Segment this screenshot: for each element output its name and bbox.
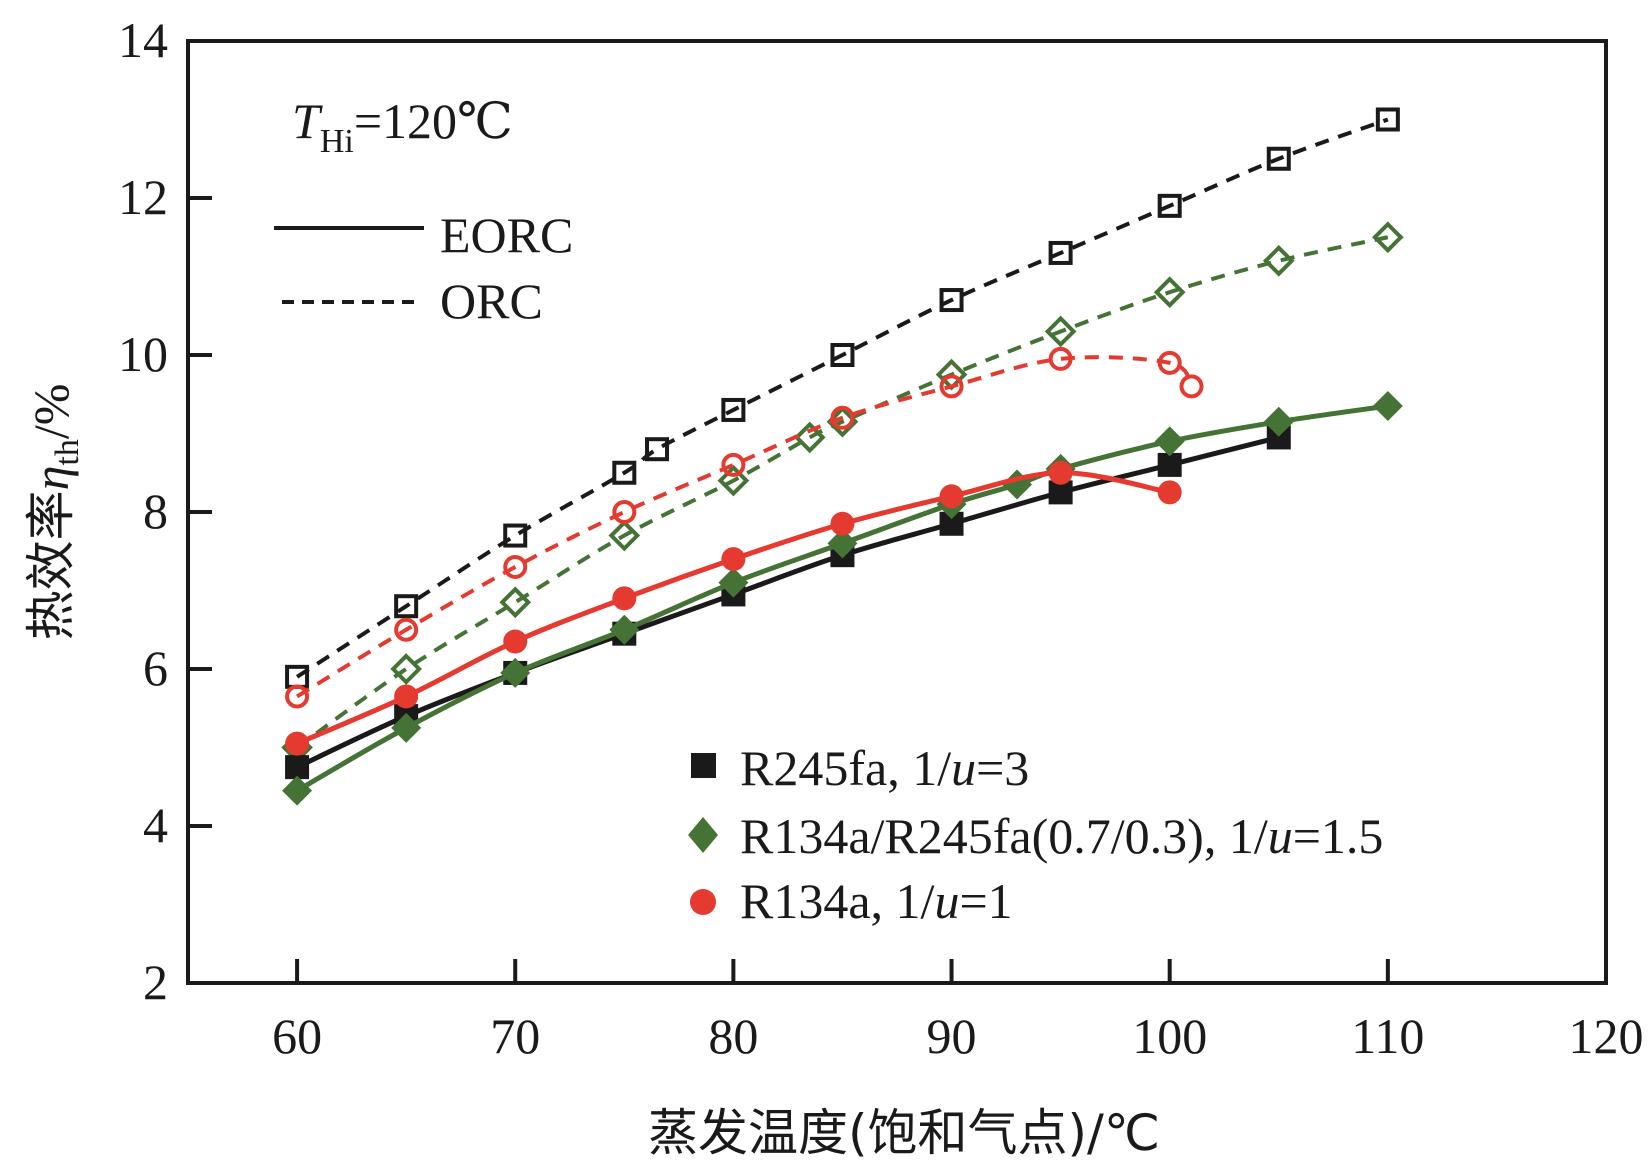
line-legend: EORC ORC [274,207,573,329]
series-line [296,470,1171,746]
data-point-circle [1179,374,1204,399]
legend-orc-label: ORC [440,273,543,329]
series-r134a-r245fa-0-7-0-3-eorc [282,391,1403,806]
data-point-circle [503,554,528,579]
data-point-diamond [1154,426,1185,457]
data-point-circle [721,452,746,477]
data-point-diamond [1372,391,1403,422]
series-r134a-orc [285,346,1204,709]
data-point-circle [939,374,964,399]
annotation: THi=120℃ [292,93,513,160]
y-tick-label: 6 [143,640,168,696]
data-point-diamond [500,657,531,688]
data-point-diamond [717,464,750,497]
data-point-diamond [1263,406,1294,437]
data-point-diamond [1262,244,1295,277]
data-point-circle [1048,346,1073,371]
y-tick-label: 14 [118,12,168,68]
data-point-square [1157,452,1182,477]
series-r245fa-eorc [285,425,1291,780]
legend-square-icon [691,753,716,778]
series-line [295,117,1389,679]
data-point-diamond [1044,315,1077,348]
data-point-circle [394,684,419,709]
data-point-circle [830,511,855,536]
data-point-diamond [718,567,749,598]
data-point-circle [721,547,746,572]
data-point-diamond [1153,276,1186,309]
data-point-square [1048,240,1073,265]
annotation-text: =120℃ [354,93,513,149]
data-point-square [1266,146,1291,171]
data-point-circle [1157,350,1182,375]
y-axis-title: 热效率ηth/% [22,384,86,641]
x-tick-label: 70 [490,1008,540,1064]
y-tick-label: 12 [118,169,168,225]
data-point-diamond [390,653,422,685]
data-point-diamond [1372,221,1404,254]
legend-eorc-label: EORC [440,207,573,263]
data-point-circle [1157,480,1182,505]
data-point-diamond [608,519,641,552]
legend-r245fa-label: R245fa, 1/u=3 [740,740,1029,796]
data-point-diamond [609,614,640,645]
x-tick-label: 80 [708,1008,758,1064]
y-tick-label: 10 [118,326,168,382]
data-point-square [721,397,746,422]
data-point-circle [285,684,310,709]
data-point-square [285,755,310,780]
data-point-circle [394,617,419,642]
x-tick-label: 110 [1351,1008,1424,1064]
annotation-sub: Hi [320,123,354,160]
data-point-diamond [1001,469,1032,500]
legend-r134a-label: R134a, 1/u=1 [740,873,1013,929]
data-point-diamond [827,528,858,559]
y-tick-label: 2 [143,954,168,1010]
legend-circle-icon [690,889,716,915]
data-point-diamond [499,586,532,619]
data-point-circle [503,629,528,654]
data-point-diamond [793,421,826,454]
data-point-square [830,343,855,367]
data-point-circle [612,586,637,611]
data-point-square [503,523,528,548]
series-layer [281,107,1404,806]
series-line [295,235,1389,750]
x-tick-label: 60 [272,1008,322,1064]
series-r245fa-orc [285,107,1400,689]
series-line [295,403,1389,793]
ticks-layer: 60 70 80 90 100 110 120 2 4 6 8 10 12 14 [118,12,1644,1064]
data-point-diamond [282,775,313,806]
annotation-symbol: T [292,93,323,149]
data-point-diamond [391,712,422,743]
data-point-circle [1048,460,1073,485]
x-axis-title: 蒸发温度(饱和气点)/℃ [648,1104,1160,1162]
data-point-square [394,594,419,619]
data-point-circle [612,500,637,524]
data-point-square [1375,107,1400,132]
x-tick-label: 120 [1569,1008,1644,1064]
legend-mix-label: R134a/R245fa(0.7/0.3), 1/u=1.5 [740,808,1383,864]
data-point-circle [830,405,855,430]
y-tick-label: 8 [143,483,168,539]
data-point-circle [285,731,310,756]
x-tick-label: 90 [927,1008,977,1064]
data-point-circle [939,484,964,509]
legend-diamond-icon [688,817,718,853]
series-line [296,435,1280,770]
x-tick-label: 100 [1132,1008,1207,1064]
data-point-square [612,460,637,485]
series-r134a-eorc [285,460,1182,756]
data-point-square [939,288,964,313]
series-line [296,355,1194,699]
y-tick-label: 4 [143,797,168,853]
data-point-square [1157,193,1182,218]
marker-legend: R245fa, 1/u=3 R134a/R245fa(0.7/0.3), 1/u… [688,740,1383,929]
data-point-square [645,437,670,462]
